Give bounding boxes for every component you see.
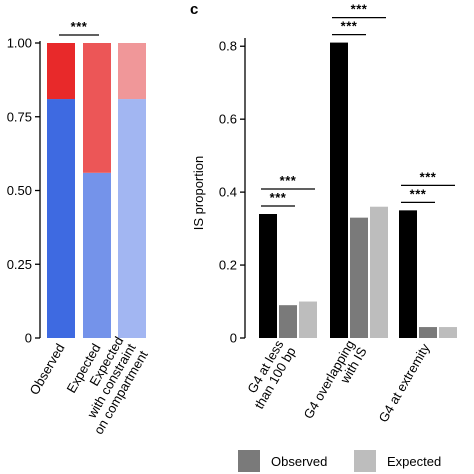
significance-label: *** bbox=[410, 186, 427, 201]
panel-label: c bbox=[190, 1, 198, 18]
bar-series-3 bbox=[299, 301, 317, 338]
bar-lower-segment bbox=[118, 99, 146, 338]
legend: Observed Expected bbox=[238, 450, 441, 472]
y-tick-label: 0.8 bbox=[219, 39, 237, 54]
legend-label: Observed bbox=[271, 454, 327, 469]
bar-series-3 bbox=[370, 206, 388, 338]
significance-label: *** bbox=[280, 173, 297, 188]
bar-lower-segment bbox=[83, 172, 111, 338]
significance-label: *** bbox=[71, 19, 88, 34]
x-category-label: G4 at lessthan 100 bp bbox=[239, 337, 299, 411]
panel-b-stacked-chart: 00.250.500.751.00ObservedExpectedExpecte… bbox=[7, 19, 151, 437]
bar-upper-segment bbox=[118, 43, 146, 100]
y-tick-label: 0 bbox=[230, 331, 237, 346]
y-tick-label: 0.75 bbox=[7, 109, 32, 124]
significance-label: *** bbox=[420, 169, 437, 184]
bar-series-1 bbox=[259, 214, 277, 338]
x-category-label: G4 at extremity bbox=[376, 341, 433, 425]
y-axis-title: IS proportion bbox=[191, 156, 206, 230]
panel-c-grouped-chart: c 0 0.2 0.4 0.6 0.8 IS proportion G4 at lesstha… bbox=[190, 1, 457, 428]
y-tick-label: 0.25 bbox=[7, 257, 32, 272]
bar-upper-segment bbox=[83, 43, 111, 173]
x-category-label: G4 overlappingwith IS bbox=[300, 337, 369, 428]
y-tick-label: 0.2 bbox=[219, 258, 237, 273]
significance-label: *** bbox=[270, 190, 287, 205]
legend-label: Expected bbox=[387, 454, 441, 469]
legend-swatch bbox=[238, 450, 260, 472]
bar-series-1 bbox=[330, 42, 348, 339]
significance-label: *** bbox=[341, 19, 358, 34]
bar-lower-segment bbox=[47, 99, 75, 338]
significance-label: *** bbox=[351, 2, 368, 17]
y-tick-label: 0 bbox=[25, 331, 32, 346]
x-category-label: Observed bbox=[26, 341, 67, 397]
x-category-label-line: G4 at extremity bbox=[376, 341, 433, 425]
bar-series-3 bbox=[439, 327, 457, 338]
bar-series-2 bbox=[350, 217, 368, 338]
y-tick-label: 0.6 bbox=[219, 112, 237, 127]
y-tick-label: 1.00 bbox=[7, 36, 32, 51]
y-tick-label: 0.50 bbox=[7, 183, 32, 198]
x-category-label-line: Observed bbox=[26, 341, 67, 397]
bar-series-2 bbox=[419, 327, 437, 338]
y-tick-label: 0.4 bbox=[219, 185, 237, 200]
bar-upper-segment bbox=[47, 43, 75, 100]
bar-series-1 bbox=[399, 210, 417, 338]
bar-series-2 bbox=[279, 305, 297, 338]
legend-swatch bbox=[354, 450, 376, 472]
